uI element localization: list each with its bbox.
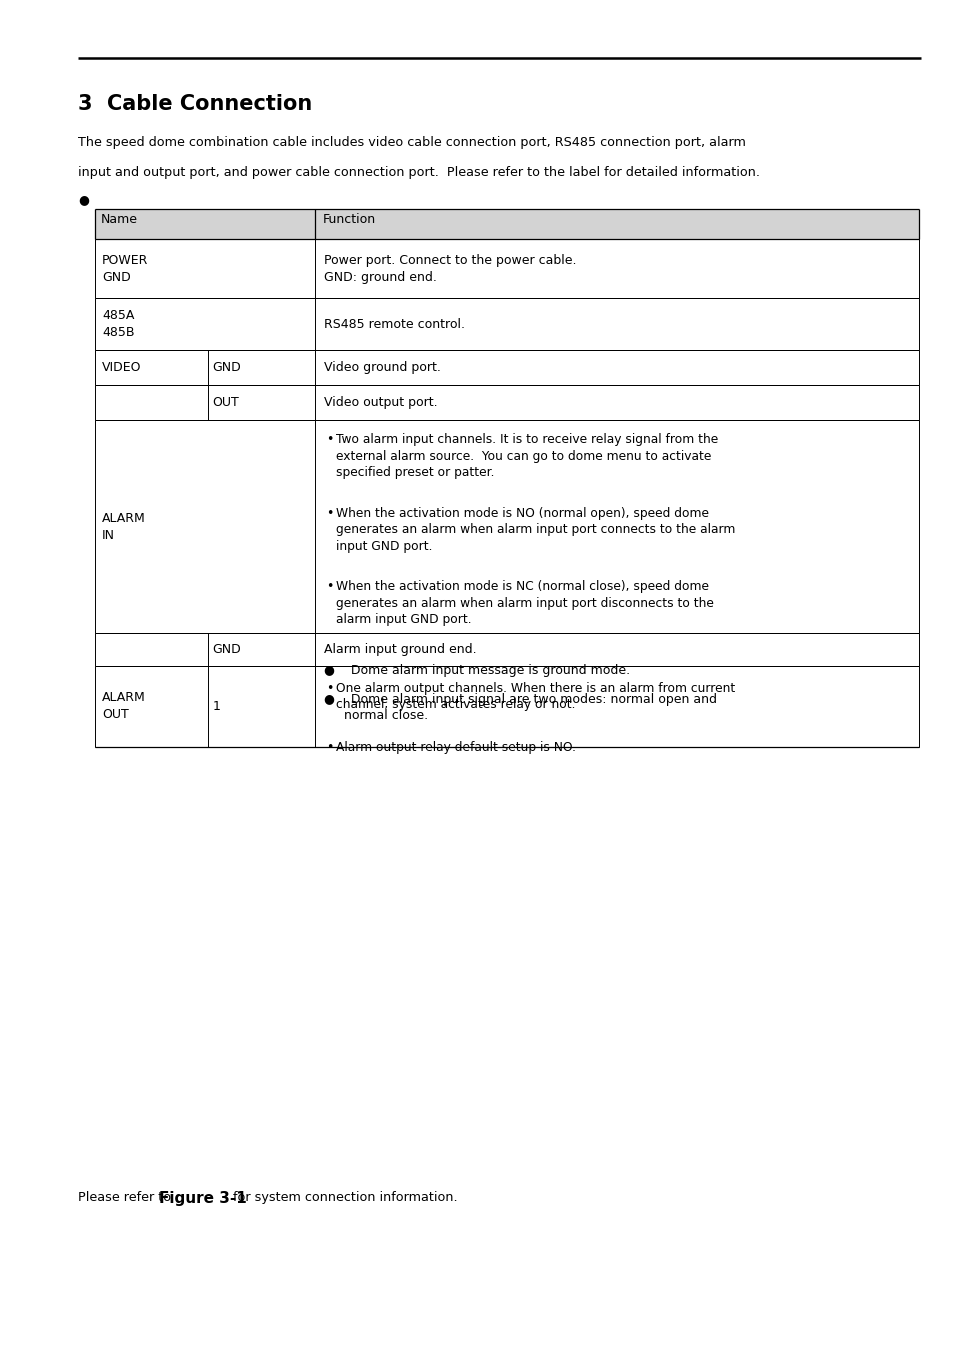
Text: Power port. Connect to the power cable.
GND: ground end.: Power port. Connect to the power cable. … xyxy=(324,254,577,284)
Bar xyxy=(95,209,918,239)
Text: OUT: OUT xyxy=(213,396,239,409)
Text: •: • xyxy=(326,580,334,593)
Text: Alarm input ground end.: Alarm input ground end. xyxy=(324,643,476,656)
Text: •: • xyxy=(326,741,334,753)
Text: ●    Dome alarm input message is ground mode.: ● Dome alarm input message is ground mod… xyxy=(324,664,630,678)
Text: ●    Dome alarm input signal are two modes: normal open and
     normal close.: ● Dome alarm input signal are two modes:… xyxy=(324,693,717,722)
Text: Figure 3-1: Figure 3-1 xyxy=(158,1191,246,1206)
Text: Name: Name xyxy=(101,213,138,227)
Text: input and output port, and power cable connection port.  Please refer to the lab: input and output port, and power cable c… xyxy=(78,166,760,180)
Text: The speed dome combination cable includes video cable connection port, RS485 con: The speed dome combination cable include… xyxy=(78,136,745,150)
Text: ALARM
IN: ALARM IN xyxy=(102,512,146,541)
Text: for system connection information.: for system connection information. xyxy=(225,1191,456,1204)
Text: GND: GND xyxy=(213,360,241,374)
Text: Two alarm input channels. It is to receive relay signal from the
external alarm : Two alarm input channels. It is to recei… xyxy=(335,433,718,479)
Text: •: • xyxy=(326,433,334,447)
Text: Video output port.: Video output port. xyxy=(324,396,437,409)
Text: One alarm output channels. When there is an alarm from current
channel, system a: One alarm output channels. When there is… xyxy=(335,682,735,711)
Text: ALARM
OUT: ALARM OUT xyxy=(102,691,146,721)
Text: Video ground port.: Video ground port. xyxy=(324,360,441,374)
Text: VIDEO: VIDEO xyxy=(102,360,141,374)
Text: ●: ● xyxy=(78,193,89,207)
Text: Please refer to: Please refer to xyxy=(78,1191,175,1204)
Text: GND: GND xyxy=(213,643,241,656)
Text: When the activation mode is NO (normal open), speed dome
generates an alarm when: When the activation mode is NO (normal o… xyxy=(335,506,735,552)
Text: 3  Cable Connection: 3 Cable Connection xyxy=(78,95,313,115)
Text: 485A
485B: 485A 485B xyxy=(102,309,134,339)
Text: •: • xyxy=(326,506,334,520)
Text: Alarm output relay default setup is NO.: Alarm output relay default setup is NO. xyxy=(335,741,576,753)
Text: RS485 remote control.: RS485 remote control. xyxy=(324,317,465,331)
Text: When the activation mode is NC (normal close), speed dome
generates an alarm whe: When the activation mode is NC (normal c… xyxy=(335,580,713,626)
Text: POWER
GND: POWER GND xyxy=(102,254,149,284)
Text: •: • xyxy=(326,682,334,695)
Text: 1: 1 xyxy=(213,699,220,713)
Text: Function: Function xyxy=(322,213,375,227)
